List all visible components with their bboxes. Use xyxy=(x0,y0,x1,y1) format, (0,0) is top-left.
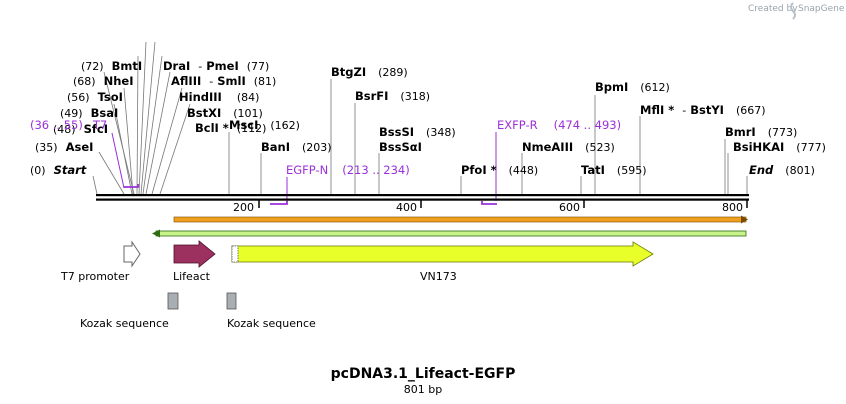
primer-leader-lines xyxy=(111,132,497,201)
ruler-800: 800 xyxy=(722,201,743,214)
orf-reverse[interactable] xyxy=(152,229,747,238)
site-bmri[interactable]: BmrI (773) xyxy=(725,125,797,139)
site-hindiii[interactable]: HindIII (84) xyxy=(179,90,259,104)
primer-marks xyxy=(124,184,497,205)
ruler-200: 200 xyxy=(233,201,254,214)
site-labels: (0) Start (35) AseI (48) SfcI (49) BsaI (56)… xyxy=(30,59,826,177)
site-leader-lines xyxy=(92,41,748,195)
primer-exfp-r[interactable]: EXFP-R (474 .. 493) xyxy=(497,118,621,132)
snapgene-logo-icon xyxy=(790,2,796,20)
orf-forward[interactable] xyxy=(173,215,748,224)
site-afliii-smli[interactable]: AflIII - SmlI (81) xyxy=(171,74,276,88)
ruler-600: 600 xyxy=(559,201,580,214)
site-start[interactable]: (0) Start xyxy=(30,163,87,177)
site-drai-pmei[interactable]: DraI - PmeI (77) xyxy=(163,59,269,73)
primer-exfp-r-mark xyxy=(481,201,497,205)
site-bstxi[interactable]: BstXI (101) xyxy=(187,106,263,120)
site-sfci[interactable]: (48) SfcI xyxy=(53,122,108,136)
feature-kozak-2-label: Kozak sequence xyxy=(227,317,316,330)
map-title: pcDNA3.1_Lifeact-EGFP xyxy=(331,366,516,382)
site-nhei[interactable]: (68) NheI xyxy=(73,74,133,88)
site-bsihkai[interactable]: BsiHKAI (777) xyxy=(733,140,826,154)
site-bsssi[interactable]: BssSI (348) xyxy=(379,125,456,139)
site-tsoi[interactable]: (56) TsoI xyxy=(67,90,123,104)
site-asei[interactable]: (35) AseI xyxy=(35,140,93,154)
ruler-labels: 200 400 600 800 xyxy=(233,201,743,214)
primer-labels: (36 .. 55) T7 EGFP-N (213 .. 234) EXFP-R (4… xyxy=(30,118,621,177)
map-subtitle: 801 bp xyxy=(404,383,442,396)
primer-t7[interactable]: (36 .. 55) T7 xyxy=(30,118,107,132)
site-tati[interactable]: TatI (595) xyxy=(581,163,647,177)
primer-egfp-n[interactable]: EGFP-N (213 .. 234) xyxy=(286,163,410,177)
feature-kozak-2[interactable]: Kozak sequence xyxy=(226,292,316,330)
feature-vn173[interactable]: VN173 xyxy=(231,241,654,283)
site-mfli-bstyi[interactable]: MflI * - BstYI (667) xyxy=(640,103,766,117)
dna-backbone xyxy=(96,194,749,201)
site-end[interactable]: End (801) xyxy=(749,163,815,177)
site-bcli[interactable]: BclI * (112) xyxy=(195,121,266,135)
site-msci[interactable]: MscI (162) xyxy=(229,118,300,132)
site-bani[interactable]: BanI (203) xyxy=(261,140,332,154)
site-bpmi[interactable]: BpmI (612) xyxy=(595,80,670,94)
site-pfoi[interactable]: PfoI * (448) xyxy=(461,163,538,177)
site-bsai[interactable]: (49) BsaI xyxy=(60,106,118,120)
site-bmti[interactable]: (72) BmtI xyxy=(81,59,142,73)
primer-t7-mark xyxy=(124,184,139,188)
site-btgzi[interactable]: BtgZI (289) xyxy=(331,65,408,79)
credit-text: Created by xyxy=(748,4,798,14)
primer-egfp-n-mark xyxy=(270,201,288,205)
feature-lifeact-label: Lifeact xyxy=(173,270,211,283)
feature-kozak-1[interactable]: Kozak sequence xyxy=(80,292,179,330)
feature-t7-promoter-label: T7 promoter xyxy=(60,270,130,283)
site-nmeaiii[interactable]: NmeAIII (523) xyxy=(522,140,615,154)
feature-lifeact[interactable]: Lifeact xyxy=(173,240,216,283)
brand-text: SnapGene xyxy=(798,4,845,14)
site-bsrfi[interactable]: BsrFI (318) xyxy=(355,89,430,103)
site-bsssai[interactable]: BssSαI xyxy=(379,140,422,154)
feature-vn173-label: VN173 xyxy=(420,270,457,283)
feature-t7-promoter[interactable]: T7 promoter xyxy=(60,240,141,283)
feature-kozak-1-label: Kozak sequence xyxy=(80,317,169,330)
ruler-ticks xyxy=(258,200,748,208)
ruler-400: 400 xyxy=(396,201,417,214)
